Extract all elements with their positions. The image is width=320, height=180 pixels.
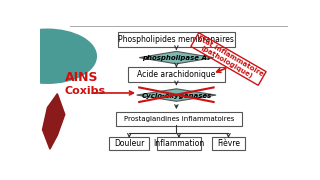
Text: Acide arachidonique: Acide arachidonique [137,70,216,79]
Circle shape [0,28,97,84]
Text: Cyclo-oxygénases: Cyclo-oxygénases [141,92,212,99]
FancyBboxPatch shape [118,32,235,47]
Text: Douleur: Douleur [114,139,144,148]
FancyBboxPatch shape [128,67,225,82]
FancyBboxPatch shape [109,137,149,150]
Text: Etat inflammatoire
(pathologique): Etat inflammatoire (pathologique) [193,35,264,83]
Text: Inflammation: Inflammation [153,139,204,148]
FancyBboxPatch shape [156,137,201,150]
Polygon shape [139,51,214,64]
FancyBboxPatch shape [212,137,244,150]
Text: AINS: AINS [65,71,98,84]
Text: Phospholipides membranaires: Phospholipides membranaires [118,35,234,44]
Polygon shape [137,89,216,101]
Text: Prostaglandines inflammatoires: Prostaglandines inflammatoires [124,116,234,122]
Polygon shape [43,94,65,149]
Text: Fièvre: Fièvre [217,139,240,148]
Text: Coxibs: Coxibs [65,86,106,96]
Text: phospholipase A₂: phospholipase A₂ [142,55,211,61]
FancyBboxPatch shape [116,112,242,126]
